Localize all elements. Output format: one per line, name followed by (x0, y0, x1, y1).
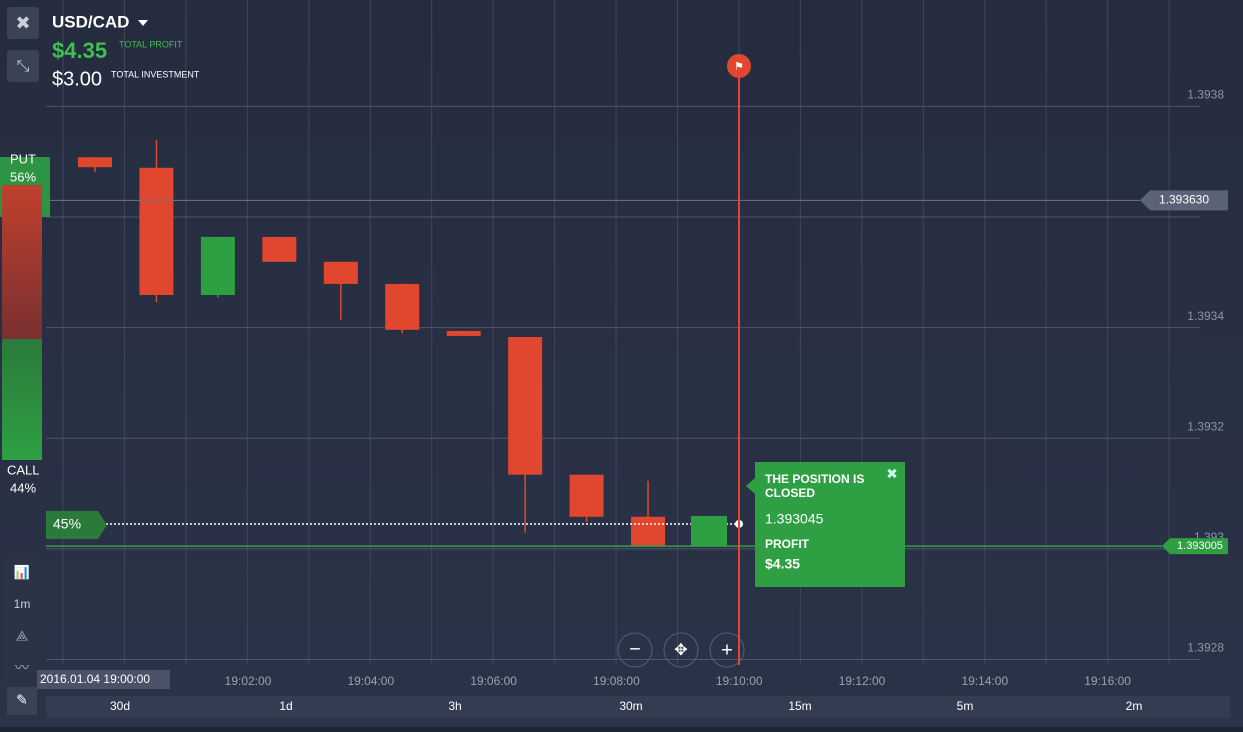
candle-body (508, 337, 543, 475)
current-price-label: 1.393630 (1159, 193, 1209, 207)
period-button[interactable]: 2m (1126, 699, 1143, 713)
candle-body (569, 474, 604, 517)
x-tick-label: 19:08:00 (593, 674, 640, 688)
pair[interactable]: USD/CAD (52, 12, 129, 31)
level-tag (46, 511, 107, 539)
put-label: PUT (10, 151, 36, 166)
entry-marker (691, 515, 727, 546)
period-button[interactable]: 3h (448, 699, 461, 713)
close-button[interactable] (7, 7, 39, 39)
popup-profit: $4.35 (765, 556, 800, 572)
zoom-in-icon: + (721, 639, 733, 661)
chart-type-icon[interactable]: 📊 (14, 564, 30, 579)
recenter-icon: ✥ (674, 642, 687, 659)
y-tick-label: 1.3928 (1187, 641, 1224, 655)
period-button[interactable]: 30m (619, 699, 642, 713)
y-tick-label: 1.3934 (1187, 309, 1224, 323)
period-button[interactable]: 30d (110, 699, 130, 713)
zoom-out-icon: − (629, 638, 641, 660)
recenter[interactable] (663, 632, 699, 668)
pencil-button[interactable] (7, 687, 37, 715)
call-label: CALL (7, 462, 40, 477)
x-tick-label: 19:14:00 (961, 674, 1008, 688)
y-tick-label: 1.3932 (1187, 419, 1224, 433)
period-button[interactable]: 5m (957, 699, 974, 713)
expiration-flag (727, 54, 751, 78)
popup-pointer (746, 478, 755, 494)
popup-close[interactable]: ✖ (886, 466, 898, 482)
y-tick-label: 1.3938 (1187, 88, 1224, 102)
candle-body (323, 261, 358, 284)
candle-body (385, 283, 420, 330)
x-tick-label: 19:12:00 (839, 674, 886, 688)
x-tick-label: 19:06:00 (470, 674, 517, 688)
zoom-out[interactable] (617, 632, 653, 668)
popup-price: 1.393045 (765, 511, 824, 527)
collapse-icon: ⤡ (17, 58, 30, 75)
popup-title-box: THE POSITION IS CLOSED (765, 472, 865, 500)
date-box (37, 670, 170, 689)
candle-body (262, 236, 297, 262)
call-percent: 44% (10, 480, 36, 495)
strike-tag (1162, 538, 1228, 555)
x-tick-label: 19:02:00 (225, 674, 272, 688)
total-investment-label: TOTAL INVESTMENT (111, 69, 200, 79)
timeframe[interactable]: 1m (14, 597, 31, 611)
x-tick-label: 19:10:00 (716, 674, 763, 688)
candle-body (200, 236, 235, 295)
zoom-in[interactable] (709, 632, 745, 668)
total-profit: $4.35 (52, 38, 107, 63)
date: 2016.01.04 19:00:00 (40, 672, 150, 686)
popup-title: THE POSITION IS CLOSED (765, 472, 865, 500)
position-popup (755, 462, 905, 587)
period-button[interactable]: 15m (788, 699, 811, 713)
x-tick-label: 19:04:00 (347, 674, 394, 688)
level-value: 45% (53, 516, 81, 532)
flag-icon: ⚑ (734, 61, 744, 73)
period-bar (46, 696, 1230, 718)
collapse-button[interactable] (7, 50, 39, 82)
popup-profit-label: PROFIT (765, 537, 810, 551)
period-button[interactable]: 1d (279, 699, 292, 713)
candle-body (446, 330, 481, 336)
strike-label: 1.393005 (1177, 540, 1223, 552)
x-tick-label: 19:16:00 (1084, 674, 1131, 688)
candle-body (139, 167, 174, 295)
sentiment-bar (2, 185, 42, 460)
current-price-tag (1140, 190, 1228, 211)
total-profit-label: TOTAL PROFIT (119, 39, 183, 49)
draw-icon[interactable]: ⟁ (16, 628, 29, 644)
indicator-icon[interactable]: 〰 (15, 660, 29, 676)
candle-body (631, 516, 666, 547)
pencil-icon: ✎ (16, 692, 28, 708)
close-icon: ✖ (15, 13, 30, 33)
put-percent: 56% (10, 169, 36, 184)
pair-dropdown[interactable] (138, 20, 148, 26)
candle-body (78, 157, 112, 168)
total-investment: $3.00 (52, 68, 102, 90)
